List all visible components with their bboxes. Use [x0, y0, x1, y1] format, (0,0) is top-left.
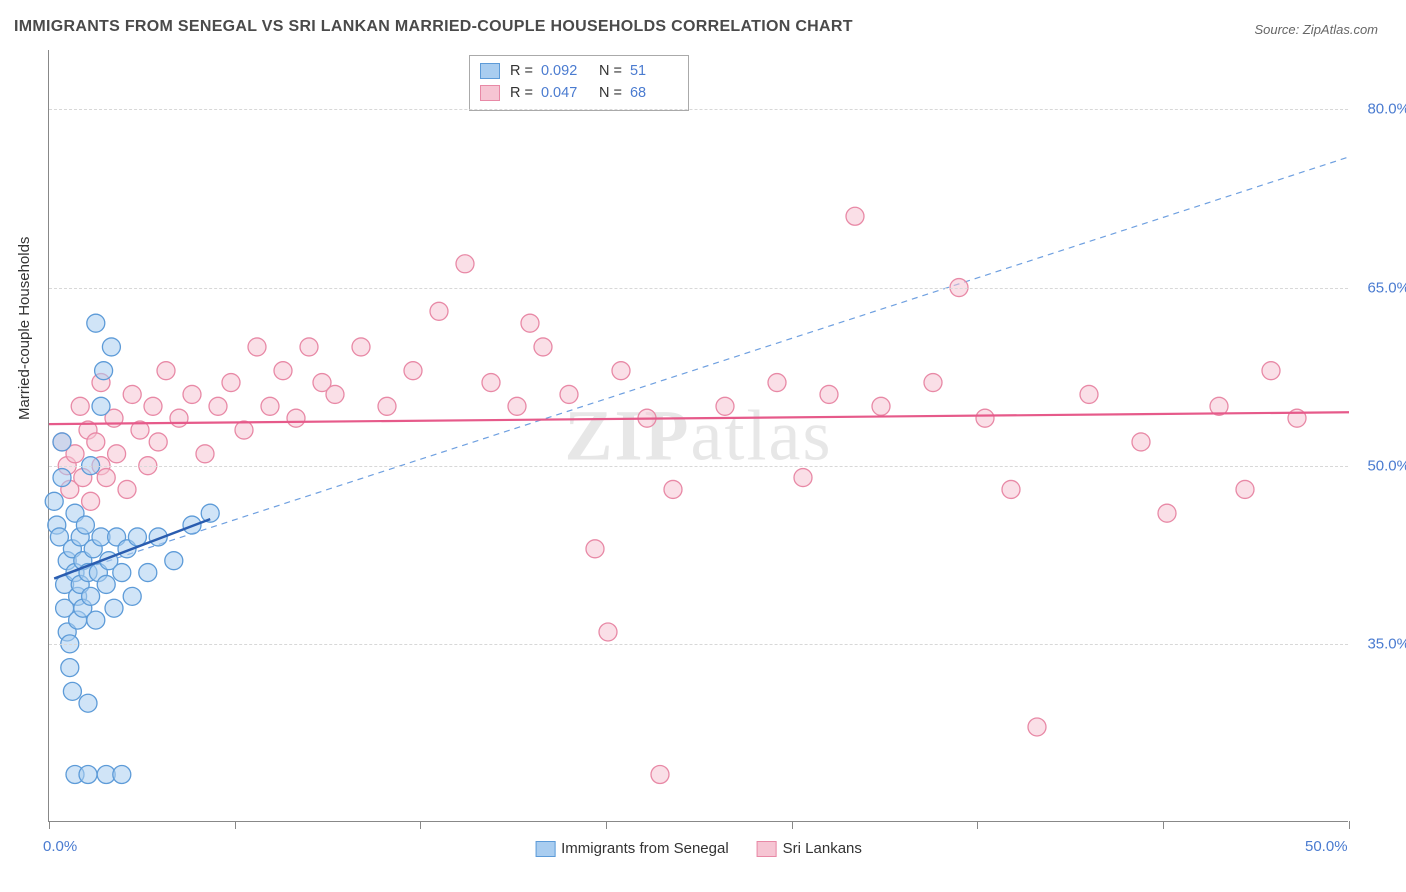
y-tick-label: 50.0%	[1367, 457, 1406, 474]
scatter-svg	[49, 50, 1348, 821]
legend-bottom-item-1: Sri Lankans	[757, 840, 862, 857]
plot-area: ZIPatlas R =0.092 N =51 R =0.047 N =68 I…	[48, 50, 1348, 822]
x-tick-label: 0.0%	[43, 838, 77, 855]
legend-bottom: Immigrants from Senegal Sri Lankans	[535, 840, 862, 857]
y-axis-title: Married-couple Households	[16, 237, 33, 420]
chart-title: IMMIGRANTS FROM SENEGAL VS SRI LANKAN MA…	[14, 18, 853, 36]
x-tick-label: 50.0%	[1305, 838, 1348, 855]
y-tick-label: 80.0%	[1367, 101, 1406, 118]
source-label: Source: ZipAtlas.com	[1254, 22, 1378, 37]
y-tick-label: 35.0%	[1367, 635, 1406, 652]
legend-bottom-item-0: Immigrants from Senegal	[535, 840, 729, 857]
y-tick-label: 65.0%	[1367, 279, 1406, 296]
